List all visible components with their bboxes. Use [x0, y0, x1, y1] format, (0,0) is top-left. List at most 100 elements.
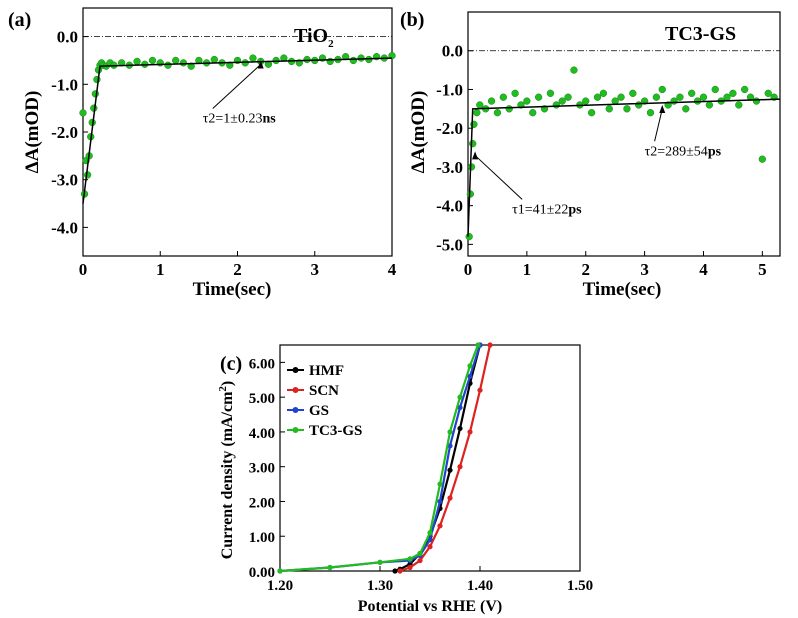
panel-a-data-point: [349, 56, 358, 65]
panel-b-x-tick-label: 5: [758, 260, 767, 279]
panel-a-x-tick-label: 2: [233, 260, 242, 279]
panel-c-data-point: [467, 363, 473, 369]
panel-c-data-point: [427, 537, 433, 543]
panel-a-data-point: [272, 56, 280, 65]
panel-a-y-tick-label: 0.0: [57, 28, 78, 47]
panel-c-data-point: [427, 544, 433, 550]
panel-a-data-point: [187, 62, 195, 70]
panel-b-y-tick-label: -5.0: [436, 235, 463, 254]
panel-c-x-tick-label: 1.50: [567, 578, 593, 594]
panel-c-data-point: [407, 564, 413, 571]
panel-c-series-line: [394, 344, 482, 573]
panel-b-data-point: [473, 109, 481, 117]
panel-b-x-tick-label: 3: [640, 260, 649, 279]
panel-b-annotation-arrow: [654, 108, 663, 142]
panel-b-data-point: [646, 109, 655, 117]
panel-a-x-tick-label: 1: [156, 260, 165, 279]
panel-c-data-point: [477, 387, 483, 393]
panel-a-y-tick-label: -3.0: [51, 171, 78, 190]
panel-c-data-point: [467, 373, 473, 379]
panel-a-y-tick-label: -2.0: [51, 123, 78, 142]
panel-c-legend-marker: [292, 367, 299, 373]
panel-b-data-point: [611, 97, 619, 105]
panel-c-data-point: [392, 568, 398, 574]
panel-c-data-point: [457, 425, 463, 432]
panel-a-data-point: [133, 57, 141, 66]
panel-a-x-tick-label: 0: [79, 260, 88, 279]
panel-c-data-point: [457, 404, 463, 411]
panel-b-annotation-arrow: [474, 155, 523, 200]
panel-c-data-point: [417, 551, 423, 557]
panel-a-data-point: [91, 90, 100, 98]
panel-b-data-point: [670, 97, 678, 105]
panel-b-data-point: [552, 101, 560, 109]
panel-b-data-point: [682, 105, 690, 113]
panel-b-data-point: [758, 155, 766, 163]
panel-c-frame: [279, 344, 581, 572]
panel-b-data-point: [534, 93, 543, 101]
panel-c-data-point: [447, 429, 453, 435]
panel-a-data-point: [357, 54, 365, 62]
panel-b-data-point: [469, 140, 477, 148]
panel-b-y-tick-label: 0.0: [442, 42, 463, 61]
panel-c-legend: HMF SCN GS TC3-GS: [287, 363, 362, 439]
panel-b-annotation-label: τ1=41±22ps: [512, 202, 582, 217]
panel-b-data-point: [476, 101, 484, 109]
panel-c-data-point: [417, 557, 423, 564]
panel-a-arrowhead: [257, 60, 264, 69]
panel-b-data-point: [487, 97, 496, 105]
panel-c-data-point: [397, 568, 403, 574]
panel-b-fit: [467, 98, 781, 237]
panel-a-annotations: τ2=1±0.23ns: [203, 60, 277, 126]
panel-b-data-point: [635, 101, 643, 109]
panel-c-data-point: [447, 467, 453, 473]
panel-c-legend-label: GS: [309, 403, 329, 419]
panel-a-y-axis-title: ΔA(mOD): [22, 91, 43, 174]
panel-b-data-point: [658, 85, 666, 94]
panel-c-series: [277, 342, 493, 574]
panel-a-data-point: [164, 61, 172, 69]
panel-c-legend-marker: [292, 427, 299, 433]
panel-b-y-axis-title: ΔA(mOD): [408, 91, 429, 174]
panel-b-x-tick-label: 1: [523, 260, 532, 279]
panel-b-data-point: [676, 93, 684, 101]
panel-c-data-point: [437, 481, 443, 487]
panel-b-data-point: [705, 101, 714, 109]
panel-b-data-point: [558, 97, 566, 105]
panel-b-data-point: [593, 93, 602, 101]
panel-a-data-point: [79, 109, 87, 117]
panel-c-x-axis-title: Potential vs RHE (V): [358, 598, 502, 615]
panel-b-x-tick-label: 4: [699, 260, 708, 279]
panel-a-y-tick-label: -1.0: [51, 75, 78, 94]
panel-c-y-tick-label: 5.00: [249, 391, 275, 407]
panel-c-y-tick-label: 1.00: [249, 530, 275, 546]
panel-a-data-point: [148, 56, 157, 65]
panel-c-x-tick-label: 1.40: [467, 578, 493, 594]
panel-c-legend-label: TC3-GS: [309, 423, 362, 439]
panel-b-y-tick-label: -3.0: [436, 158, 463, 177]
panel-b-data-point: [741, 85, 749, 94]
panel-b-title: TC3-GS: [665, 23, 736, 45]
panel-b-arrowhead: [659, 104, 666, 113]
panel-b-data-point: [570, 66, 578, 74]
panel-c-data-point: [447, 495, 453, 501]
panel-c-y-tick-label: 0.00: [249, 565, 275, 581]
panel-b-data-point: [764, 89, 772, 97]
panel-c-data-point: [437, 523, 443, 529]
panel-a-annotation-label: τ2=1±0.23ns: [203, 111, 277, 126]
panel-a-y-tick-label: -4.0: [51, 218, 78, 237]
panel-b-label: (b): [400, 9, 424, 31]
panel-a-fit-line: [82, 57, 393, 204]
panel-c-legend-label: HMF: [309, 363, 344, 379]
panel-b-data-point: [652, 93, 661, 101]
panel-b-data-point: [623, 105, 631, 113]
panel-b-data-point: [582, 97, 590, 105]
panel-b-data-point: [711, 85, 719, 94]
panel-c-data-point: [457, 394, 463, 400]
panel-c-y-axis-title: Current density (mA/cm2): [217, 381, 236, 560]
panel-b-x-tick-label: 0: [464, 260, 473, 279]
panel-b-data-point: [546, 89, 555, 97]
panel-b-arrowhead: [472, 151, 479, 160]
panel-c-y-tick-label: 4.00: [249, 426, 275, 442]
